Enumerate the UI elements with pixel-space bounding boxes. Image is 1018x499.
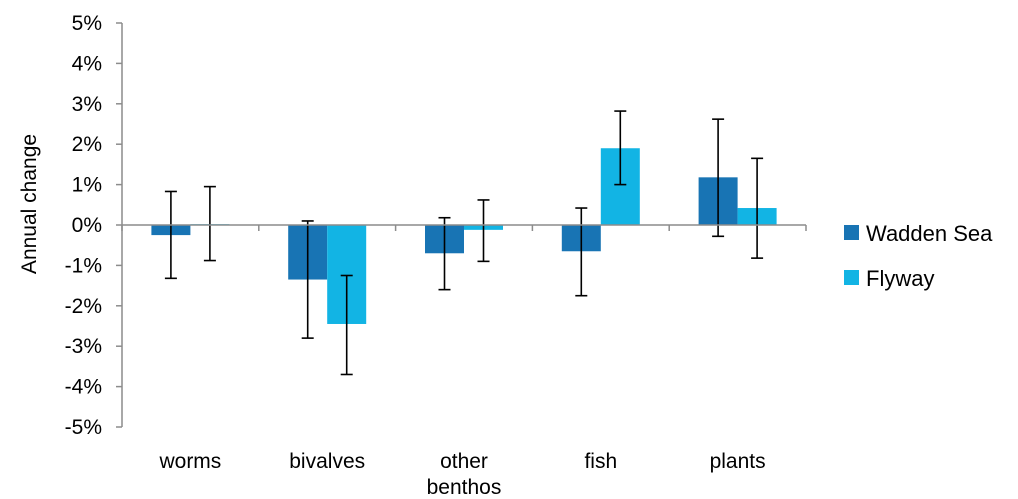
y-tick-label: -2%: [65, 295, 102, 318]
y-axis-title: Annual change: [18, 134, 41, 274]
category-label-line: bivalves: [289, 450, 365, 473]
category-label: worms: [158, 450, 221, 473]
axes-layer: 5% 4% 3% 2% 1% 0% -1% -2% -3% -4% -5% worms bivalves…: [65, 12, 807, 499]
y-tick-label: 1%: [72, 174, 102, 197]
category-label-line: fish: [584, 450, 617, 473]
y-tick-label: 0%: [72, 214, 102, 237]
category-label-line: other: [440, 450, 488, 473]
category-label-line: worms: [158, 450, 221, 473]
bars-layer: [151, 148, 777, 324]
y-tick-label: -5%: [65, 416, 102, 439]
y-tick-label: 2%: [72, 133, 102, 156]
category-label: other benthos: [427, 450, 502, 499]
category-label: fish: [584, 450, 617, 473]
legend-swatch: [844, 225, 859, 240]
category-label: plants: [710, 450, 766, 473]
legend-label: Wadden Sea: [866, 221, 993, 246]
category-label-line: plants: [710, 450, 766, 473]
y-tick-label: -1%: [65, 254, 102, 277]
y-tick-label: 3%: [72, 93, 102, 116]
y-tick-label: 4%: [72, 52, 102, 75]
category-label: bivalves: [289, 450, 365, 473]
legend: Wadden Sea Flyway: [844, 221, 993, 291]
error-bars-layer: [164, 110, 764, 376]
y-tick-label: -3%: [65, 335, 102, 358]
legend-label: Flyway: [866, 266, 934, 291]
category-label-line: benthos: [427, 476, 502, 499]
y-tick-label: -4%: [65, 376, 102, 399]
y-tick-label: 5%: [72, 12, 102, 35]
legend-swatch: [844, 270, 859, 285]
